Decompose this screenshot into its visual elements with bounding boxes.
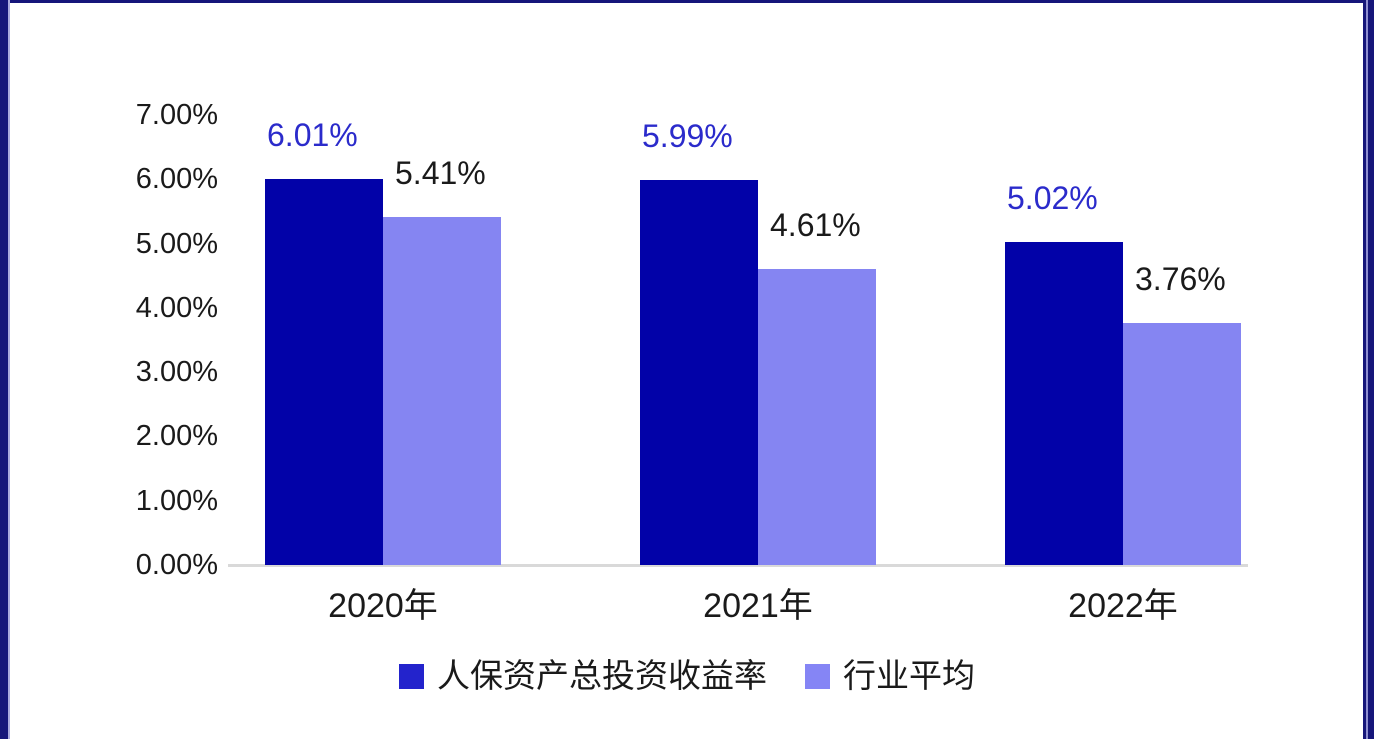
- legend-swatch-icon: [805, 663, 830, 689]
- y-axis-tick-6: 6.00%: [135, 163, 218, 196]
- frame-border-top: [0, 0, 1374, 3]
- x-axis-label-1: 2021年: [703, 587, 813, 625]
- value-label-s0-c0: 6.01%: [267, 116, 358, 153]
- y-axis-tick-2: 2.00%: [135, 420, 218, 453]
- legend-label-1: 行业平均: [843, 657, 975, 694]
- bar-s0-c2: [1005, 242, 1123, 565]
- bar-s0-c1: [640, 179, 758, 565]
- y-axis-tick-4: 4.00%: [135, 291, 218, 324]
- legend-swatch-icon: [399, 663, 424, 689]
- legend-item-1: 行业平均: [805, 656, 975, 696]
- frame-border-left-accent: [8, 0, 10, 739]
- x-axis-baseline: [228, 564, 1248, 567]
- y-axis-tick-0: 0.00%: [135, 549, 218, 581]
- bar-s1-c0: [383, 217, 501, 565]
- value-label-s1-c1: 4.61%: [770, 206, 861, 243]
- y-axis-tick-1: 1.00%: [135, 484, 218, 517]
- x-axis-label-2: 2022年: [1068, 587, 1178, 625]
- y-axis-tick-7: 7.00%: [135, 98, 218, 131]
- legend-item-0: 人保资产总投资收益率: [399, 656, 767, 696]
- x-axis-label-0: 2020年: [328, 587, 438, 625]
- bar-s1-c2: [1123, 323, 1241, 565]
- legend: 人保资产总投资收益率 行业平均: [0, 656, 1374, 696]
- legend-label-0: 人保资产总投资收益率: [437, 657, 767, 694]
- bar-s0-c0: [265, 178, 383, 565]
- frame-border-right-accent: [1366, 0, 1368, 739]
- y-axis-tick-3: 3.00%: [135, 356, 218, 389]
- value-label-s1-c0: 5.41%: [395, 155, 486, 192]
- value-label-s0-c2: 5.02%: [1007, 180, 1098, 217]
- frame-border-right: [1363, 0, 1374, 739]
- value-label-s1-c2: 3.76%: [1135, 261, 1226, 298]
- frame-border-left: [0, 0, 8, 739]
- value-label-s0-c1: 5.99%: [642, 117, 733, 154]
- bar-s1-c1: [758, 268, 876, 565]
- y-axis-tick-5: 5.00%: [135, 227, 218, 260]
